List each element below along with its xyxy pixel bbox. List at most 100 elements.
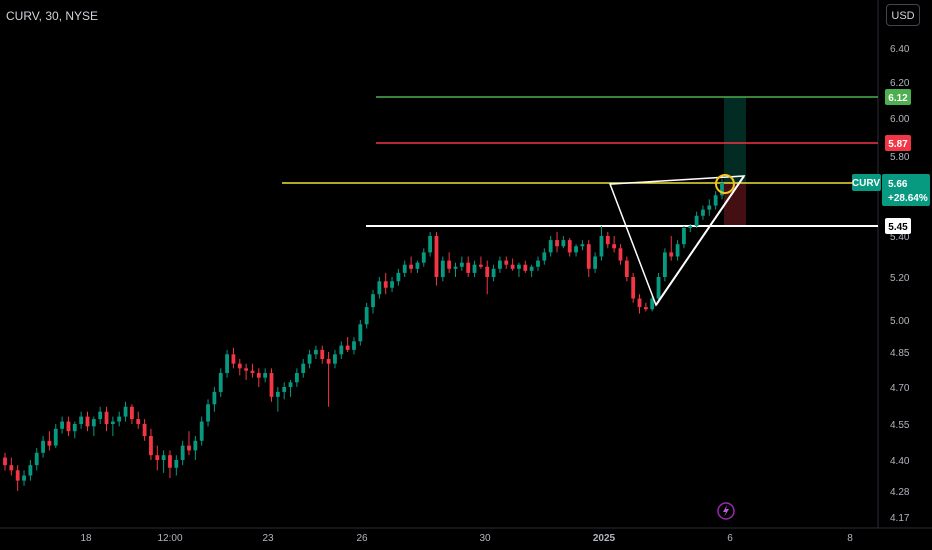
candle-body (688, 226, 693, 228)
x-tick-label-1: 12:00 (157, 533, 182, 544)
candle-60 (383, 272, 388, 295)
y-tick-label-8: 4.70 (890, 383, 910, 394)
price-tag-bg (885, 218, 911, 234)
candle-body (542, 252, 547, 261)
candle-109 (694, 211, 699, 228)
candle-26 (168, 450, 172, 479)
y-tick-label-4: 5.40 (890, 232, 910, 243)
candle-body (34, 452, 39, 466)
candle-body (168, 455, 172, 468)
x-tick-label-2: 23 (262, 533, 274, 544)
last-price-value: 5.66 (888, 179, 908, 190)
candle-70 (447, 252, 452, 273)
candle-18 (117, 411, 122, 427)
candle-body (485, 266, 490, 277)
candle-67 (428, 232, 433, 257)
y-tick-label-2: 6.00 (890, 114, 910, 125)
price-tag-label: 5.87 (888, 139, 908, 150)
candle-46 (294, 368, 299, 387)
candle-53 (339, 341, 344, 359)
symbol-tag-bg (852, 174, 881, 191)
candle-72 (459, 256, 464, 271)
candle-body (421, 252, 426, 263)
candle-body (307, 354, 312, 364)
currency-button[interactable]: USD (886, 4, 920, 26)
candle-16 (104, 406, 109, 432)
y-tick-label-6: 5.00 (890, 316, 910, 327)
candle-body (555, 240, 559, 247)
candle-body (212, 391, 217, 405)
long-position-stop-zone (724, 183, 746, 226)
candle-body (28, 465, 33, 476)
candle-48 (307, 349, 312, 369)
candle-12 (79, 411, 84, 429)
candle-body (85, 416, 90, 427)
candle-64 (409, 256, 413, 273)
candle-54 (345, 337, 350, 352)
candle-body (377, 281, 382, 295)
candle-68 (434, 232, 439, 286)
candle-body (110, 421, 115, 424)
price-tag-1: 5.87 (885, 135, 911, 151)
candle-77 (491, 264, 496, 282)
candle-body (339, 345, 344, 355)
candle-113 (720, 179, 724, 200)
candle-body (326, 359, 331, 364)
candle-body (713, 195, 718, 206)
candle-4 (28, 460, 33, 481)
candle-82 (523, 260, 528, 273)
candle-1 (9, 457, 14, 476)
candle-7 (47, 431, 52, 451)
candle-body (383, 281, 388, 288)
candle-97 (618, 244, 623, 265)
candle-body (187, 445, 191, 451)
candle-body (517, 264, 521, 269)
candle-body (536, 260, 540, 267)
candle-body (294, 373, 299, 383)
x-tick-label-6: 6 (727, 533, 733, 544)
candle-body (662, 252, 667, 277)
candle-body (91, 419, 96, 427)
candle-body (79, 416, 84, 424)
x-tick-label-0: 18 (80, 533, 92, 544)
candle-19 (123, 401, 128, 422)
candle-body (269, 373, 274, 397)
candle-45 (288, 380, 293, 397)
candle-body (434, 236, 439, 277)
price-tag-label: 6.12 (888, 93, 908, 104)
price-tag-bg (885, 89, 911, 105)
candle-body (478, 264, 483, 267)
candle-body (390, 281, 394, 288)
candle-76 (485, 260, 490, 295)
chart-title: CURV, 30, NYSE (6, 9, 99, 23)
candle-103 (656, 272, 661, 303)
candle-body (548, 240, 553, 253)
candle-38 (244, 363, 249, 380)
candle-body (218, 373, 223, 392)
candle-body (574, 246, 578, 253)
candle-36 (231, 347, 236, 369)
candle-body (491, 268, 496, 277)
price-tag-label: 5.45 (888, 222, 908, 233)
candle-111 (707, 199, 712, 216)
lightning-icon-bolt (723, 505, 729, 517)
candle-body (650, 298, 655, 310)
circle-annotation (715, 174, 735, 194)
candle-body (9, 465, 14, 471)
candle-body (47, 440, 52, 446)
candle-57 (364, 302, 369, 329)
candle-body (440, 260, 445, 277)
candle-104 (662, 248, 667, 282)
candle-body (129, 406, 134, 420)
candle-107 (682, 226, 686, 249)
y-tick-label-5: 5.20 (890, 273, 910, 284)
candle-91 (580, 240, 585, 251)
candle-body (624, 260, 629, 277)
candle-52 (333, 349, 337, 369)
candle-34 (218, 368, 223, 397)
candle-body (41, 440, 45, 453)
candle-42 (269, 368, 274, 402)
candle-body (472, 264, 477, 273)
y-tick-label-9: 4.55 (890, 420, 910, 431)
